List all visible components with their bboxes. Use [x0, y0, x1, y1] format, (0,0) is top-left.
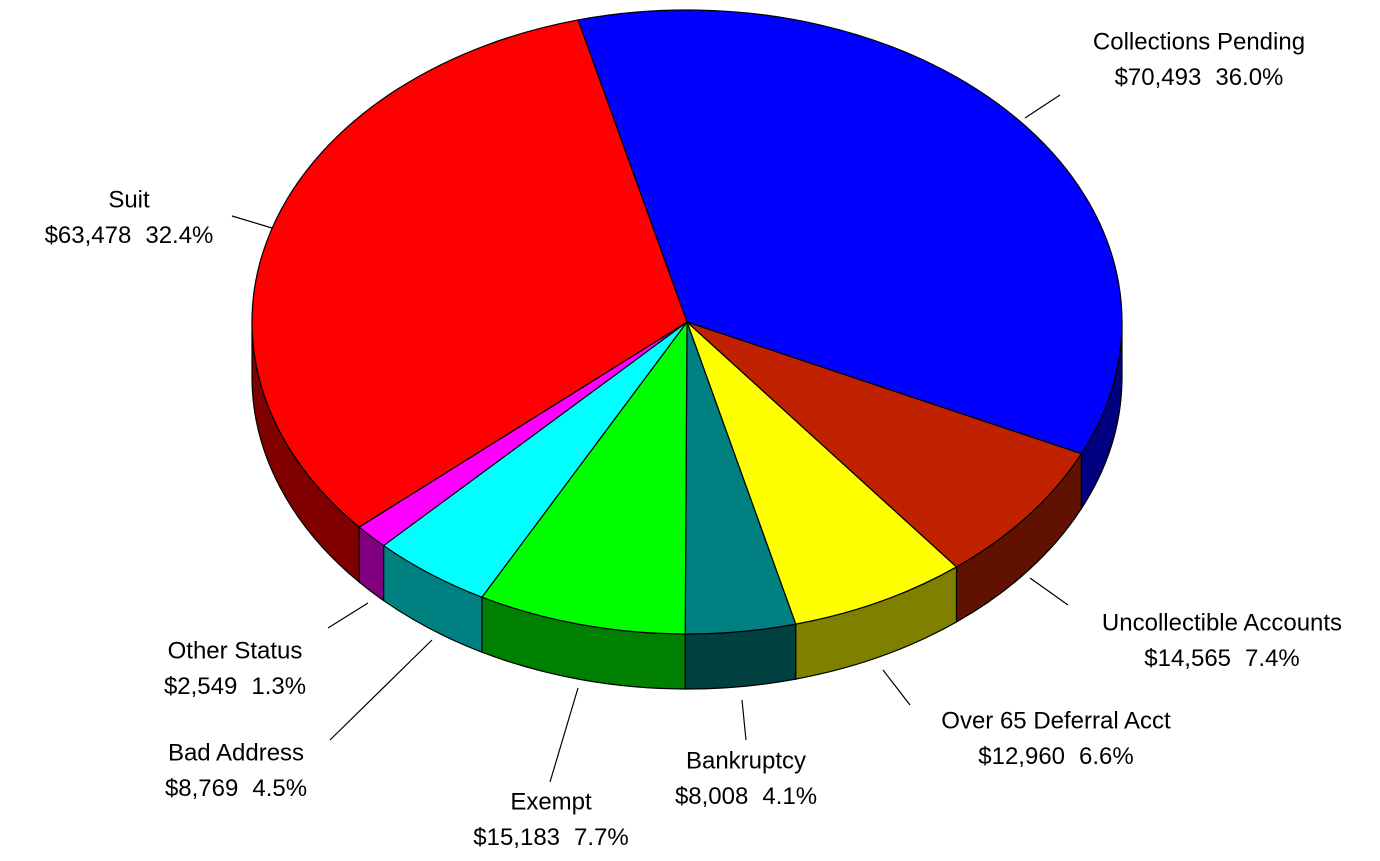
percent-label: 6.6%	[1079, 743, 1134, 770]
pie-slice	[686, 321, 1083, 568]
percent-label: 1.3%	[251, 673, 306, 700]
pie-slice	[481, 320, 688, 635]
leader-line	[327, 602, 369, 629]
slice-label: Other Status	[168, 637, 303, 664]
leader-line	[1029, 577, 1069, 606]
pie-slice	[251, 19, 688, 528]
percent-label: 4.1%	[762, 783, 817, 810]
slice-label: Over 65 Deferral Acct	[941, 707, 1171, 734]
slice-label: Collections Pending	[1093, 28, 1305, 55]
value-label: $70,493	[1115, 64, 1202, 91]
slice-label: Exempt	[510, 788, 592, 815]
value-label: $8,008	[675, 783, 748, 810]
slice-value: $2,549 1.3%	[164, 673, 306, 700]
leader-line	[1024, 94, 1061, 119]
pie-slice	[577, 9, 1123, 455]
leader-line	[741, 699, 747, 741]
leader-line	[329, 639, 433, 741]
value-label: $8,769	[165, 775, 238, 802]
pie-slice	[686, 321, 958, 625]
slice-label: Bankruptcy	[686, 747, 806, 774]
percent-label: 4.5%	[252, 775, 307, 802]
leader-line	[231, 215, 273, 229]
value-label: $63,478	[45, 222, 132, 249]
value-label: $14,565	[1144, 645, 1231, 672]
leader-line	[882, 669, 911, 706]
leader-line	[549, 687, 579, 783]
percent-label: 7.4%	[1245, 645, 1300, 672]
slice-value: $14,565 7.4%	[1144, 645, 1299, 672]
percent-label: 7.7%	[574, 824, 629, 851]
value-label: $15,183	[473, 824, 560, 851]
percent-label: 32.4%	[145, 222, 213, 249]
slice-label: Uncollectible Accounts	[1102, 609, 1342, 636]
value-label: $2,549	[164, 673, 237, 700]
slice-label: Suit	[108, 186, 150, 213]
slice-value: $8,769 4.5%	[165, 775, 307, 802]
slice-value: $70,493 36.0%	[1115, 64, 1284, 91]
slice-value: $8,008 4.1%	[675, 783, 817, 810]
slice-value: $15,183 7.7%	[473, 824, 628, 851]
slice-value: $63,478 32.4%	[45, 222, 214, 249]
percent-label: 36.0%	[1215, 64, 1283, 91]
slice-value: $12,960 6.6%	[978, 743, 1133, 770]
value-label: $12,960	[978, 743, 1065, 770]
slice-label: Bad Address	[168, 739, 304, 766]
